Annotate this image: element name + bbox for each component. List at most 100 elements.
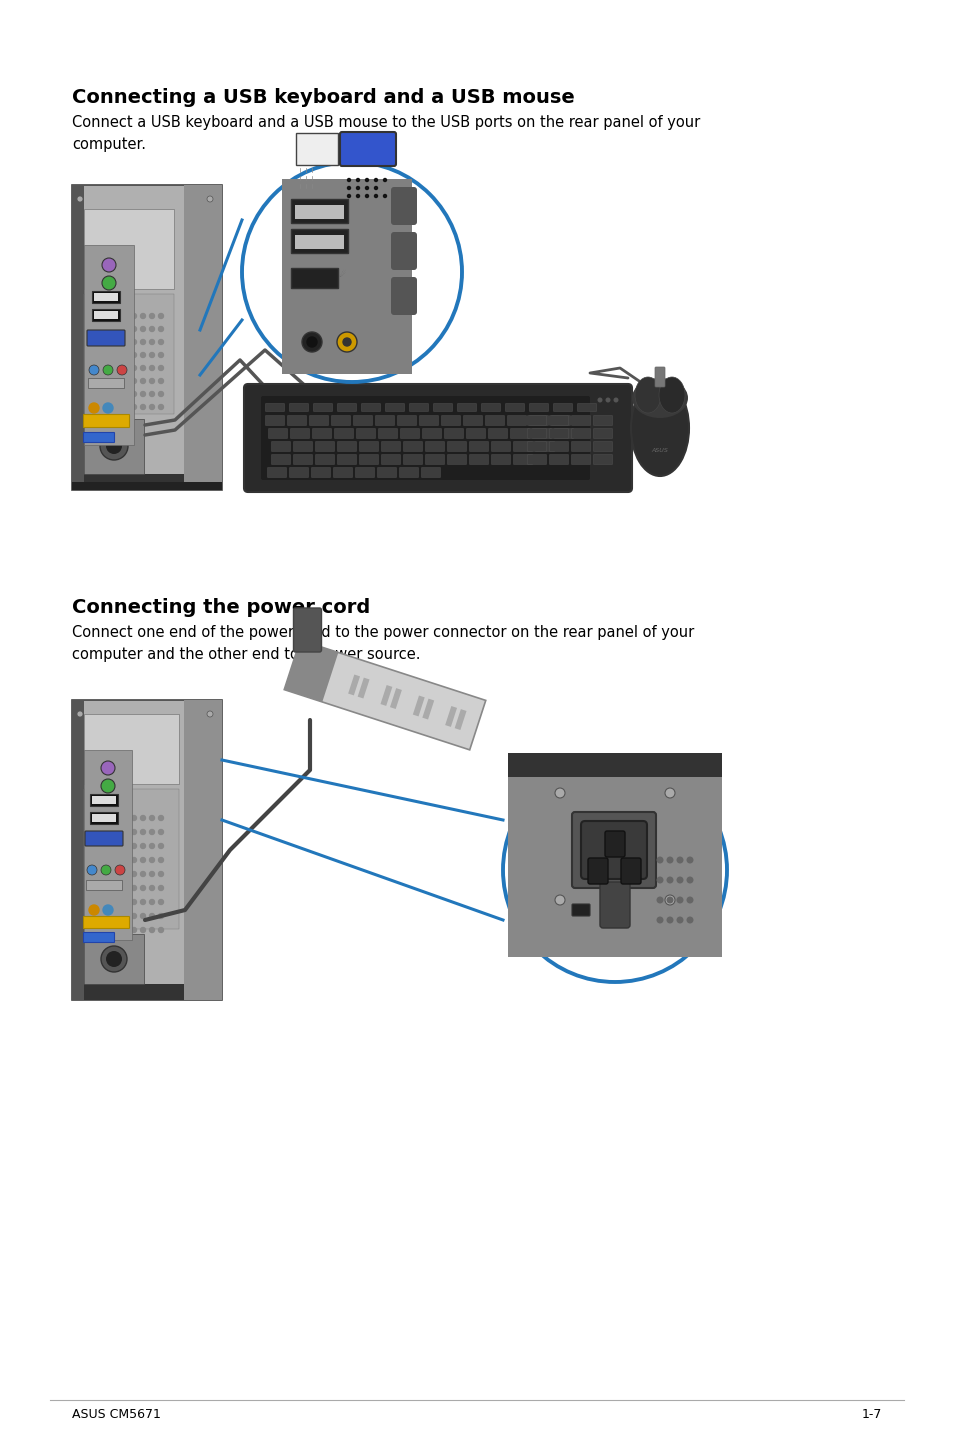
Circle shape [605,397,610,403]
Circle shape [666,916,673,923]
Text: ☄: ☄ [338,270,345,279]
FancyBboxPatch shape [549,454,568,464]
FancyBboxPatch shape [315,441,335,452]
Circle shape [158,378,163,384]
Circle shape [87,339,91,345]
Circle shape [132,339,136,345]
Circle shape [117,365,127,375]
FancyBboxPatch shape [84,932,114,942]
Circle shape [87,900,91,905]
Circle shape [105,871,110,877]
Polygon shape [455,709,466,731]
FancyBboxPatch shape [469,441,488,452]
Circle shape [105,844,110,848]
Circle shape [676,896,682,903]
Circle shape [95,326,100,332]
FancyBboxPatch shape [527,416,546,426]
Circle shape [132,815,136,821]
FancyBboxPatch shape [272,454,291,464]
Circle shape [613,397,618,403]
Circle shape [158,339,163,345]
Circle shape [686,896,693,903]
Circle shape [150,900,154,905]
Bar [184,186,222,490]
Circle shape [95,378,100,384]
Circle shape [113,844,118,848]
Circle shape [686,916,693,923]
Circle shape [132,378,136,384]
Circle shape [686,857,693,863]
Text: Connecting a USB keyboard and a USB mouse: Connecting a USB keyboard and a USB mous… [71,88,574,106]
Circle shape [132,844,136,848]
Circle shape [105,365,110,371]
Circle shape [87,886,91,890]
Circle shape [87,378,91,384]
FancyBboxPatch shape [505,404,524,411]
Circle shape [343,338,351,347]
FancyBboxPatch shape [295,132,337,165]
Bar [282,178,412,374]
Circle shape [132,313,136,318]
Polygon shape [284,640,338,702]
Circle shape [132,352,136,358]
Circle shape [242,162,461,383]
Bar [71,186,84,490]
Circle shape [113,352,118,358]
Circle shape [95,830,100,834]
Bar [90,794,118,807]
Circle shape [140,404,146,410]
Bar [84,418,144,475]
Circle shape [122,404,128,410]
Circle shape [105,830,110,834]
Circle shape [122,815,128,821]
Circle shape [132,857,136,863]
Circle shape [666,877,673,883]
Bar [84,751,132,940]
Circle shape [150,391,154,397]
Circle shape [113,339,118,345]
Circle shape [103,403,112,413]
FancyBboxPatch shape [425,441,444,452]
Circle shape [95,815,100,821]
Circle shape [140,365,146,371]
Circle shape [140,815,146,821]
Circle shape [122,378,128,384]
FancyBboxPatch shape [488,429,507,439]
FancyBboxPatch shape [510,429,529,439]
Circle shape [140,871,146,877]
FancyBboxPatch shape [403,441,422,452]
Circle shape [122,830,128,834]
Circle shape [105,928,110,932]
Circle shape [95,339,100,345]
Bar [84,244,133,444]
FancyBboxPatch shape [513,454,532,464]
Circle shape [113,313,118,318]
Circle shape [158,326,163,332]
Circle shape [150,326,154,332]
Circle shape [113,830,118,834]
Circle shape [158,886,163,890]
Circle shape [375,187,377,190]
Polygon shape [422,699,434,719]
FancyBboxPatch shape [491,454,510,464]
FancyBboxPatch shape [291,229,348,253]
Circle shape [365,194,368,197]
Circle shape [87,326,91,332]
FancyBboxPatch shape [265,416,284,426]
Circle shape [87,352,91,358]
FancyBboxPatch shape [397,416,416,426]
FancyBboxPatch shape [463,416,482,426]
Circle shape [89,365,99,375]
FancyBboxPatch shape [469,454,488,464]
FancyBboxPatch shape [87,329,125,347]
Circle shape [158,391,163,397]
FancyBboxPatch shape [84,414,130,427]
Circle shape [122,339,128,345]
Circle shape [122,857,128,863]
FancyBboxPatch shape [354,416,372,426]
Circle shape [105,339,110,345]
FancyBboxPatch shape [433,404,452,411]
Circle shape [113,913,118,919]
FancyBboxPatch shape [529,416,548,426]
FancyBboxPatch shape [577,404,596,411]
